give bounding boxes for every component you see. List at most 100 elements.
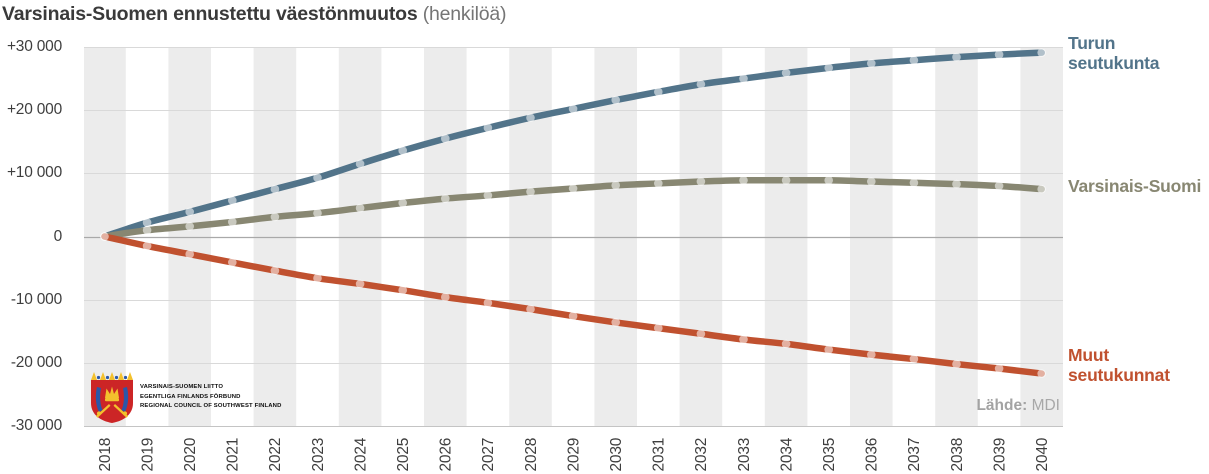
logo-text: VARSINAIS-SUOMEN LIITTO EGENTLIGA FINLAN…: [140, 383, 281, 411]
x-tick-label: 2021: [225, 438, 242, 472]
y-tick-label: +20 000: [6, 101, 62, 119]
x-tick-label: 2022: [267, 438, 284, 472]
data-point: [952, 359, 961, 369]
logo-line-en: REGIONAL COUNCIL OF SOUTHWEST FINLAND: [140, 403, 282, 410]
data-point: [398, 146, 408, 155]
x-tick-label: 2024: [352, 437, 369, 471]
x-tick-label: 2031: [651, 438, 668, 472]
data-point: [483, 123, 493, 133]
background-stripe: [509, 47, 552, 426]
x-tick-label: 2029: [565, 438, 582, 472]
x-tick-label: 2018: [97, 438, 114, 472]
data-point: [1037, 184, 1046, 194]
data-point: [611, 95, 620, 105]
data-point: [867, 350, 876, 359]
page-title: Varsinais-Suomen ennustettu väestönmuuto…: [2, 3, 507, 26]
background-stripe: [338, 47, 382, 426]
data-point: [441, 134, 450, 143]
x-tick-label: 2028: [523, 438, 540, 472]
background-stripe: [935, 47, 978, 426]
data-point: [909, 354, 919, 364]
y-tick-label: +30 000: [6, 37, 62, 55]
source-note: Lähde: MDI: [976, 397, 1060, 415]
data-point: [185, 249, 194, 259]
data-point: [355, 159, 365, 169]
data-point: [824, 63, 833, 73]
data-point: [270, 266, 280, 275]
data-point: [313, 208, 322, 218]
data-point: [867, 177, 876, 186]
data-point: [355, 279, 365, 289]
background-stripe: [424, 47, 467, 426]
data-point: [739, 175, 748, 185]
data-point: [526, 113, 535, 123]
series-line-2: [101, 233, 1045, 377]
data-point: [867, 59, 876, 68]
data-point: [483, 191, 493, 200]
x-tick-label: 2038: [949, 438, 966, 472]
chart-title-unit: (henkilöä): [422, 3, 507, 25]
data-point: [270, 212, 280, 222]
x-tick-label: 2023: [310, 438, 327, 472]
data-point: [185, 222, 194, 231]
x-tick-label: 2035: [821, 438, 838, 472]
x-tick-label: 2025: [395, 438, 412, 472]
data-point: [185, 207, 194, 217]
regional-council-logo: VARSINAIS-SUOMEN LIITTO EGENTLIGA FINLAN…: [89, 371, 281, 424]
data-point: [654, 87, 663, 97]
x-tick-label: 2037: [906, 438, 923, 472]
source-value: MDI: [1031, 397, 1060, 414]
data-point: [142, 225, 152, 235]
y-tick-label: +10 000: [6, 164, 62, 182]
x-tick-label: 2034: [778, 437, 795, 471]
logo-line-fi: VARSINAIS-SUOMEN LIITTO: [140, 384, 224, 391]
background-stripe: [679, 47, 723, 426]
data-point: [483, 298, 493, 308]
data-point: [781, 68, 791, 78]
logo-line-sv: EGENTLIGA FINLANDS FÖRBUND: [140, 393, 241, 400]
data-point: [568, 184, 578, 193]
data-point: [952, 179, 961, 189]
x-tick-label: 2032: [693, 438, 710, 472]
data-point: [696, 79, 706, 89]
legend-varsinais-suomi: Varsinais-Suomi: [1068, 176, 1202, 196]
data-point: [270, 184, 280, 194]
x-tick-label: 2039: [991, 438, 1008, 472]
coat-of-arms-icon: [91, 372, 133, 423]
y-tick-label: -10 000: [10, 290, 62, 308]
data-point: [100, 232, 109, 241]
x-tick-label: 2020: [182, 437, 199, 471]
x-tick-label: 2026: [438, 438, 455, 472]
data-point: [313, 173, 322, 183]
x-tick-label: 2036: [864, 438, 881, 472]
data-point: [526, 187, 535, 196]
background-stripe: [764, 47, 808, 426]
data-point: [1037, 48, 1046, 57]
data-point: [526, 304, 535, 314]
chart-title-main: Varsinais-Suomen ennustettu väestönmuuto…: [2, 3, 418, 25]
x-tick-label: 2027: [480, 438, 497, 472]
data-point: [824, 175, 833, 185]
data-point: [568, 311, 578, 321]
data-point: [228, 258, 237, 267]
data-point: [228, 217, 237, 227]
data-point: [909, 55, 919, 65]
data-point: [313, 273, 322, 283]
data-point: [611, 181, 620, 190]
data-point: [611, 318, 620, 327]
data-point: [568, 104, 578, 114]
x-tick-label: 2033: [736, 438, 753, 472]
data-point: [142, 218, 152, 227]
data-point: [781, 339, 791, 349]
data-point: [398, 285, 408, 295]
data-point: [654, 179, 663, 188]
data-point: [441, 194, 450, 203]
data-point: [1037, 369, 1046, 378]
series-line-0: [101, 49, 1045, 240]
x-tick-label: 2040: [1034, 437, 1051, 471]
legend-muut-seutukunnat: Muut seutukunnat: [1068, 345, 1170, 385]
source-label: Lähde:: [976, 397, 1028, 414]
data-point: [654, 323, 663, 333]
data-point: [994, 181, 1004, 191]
